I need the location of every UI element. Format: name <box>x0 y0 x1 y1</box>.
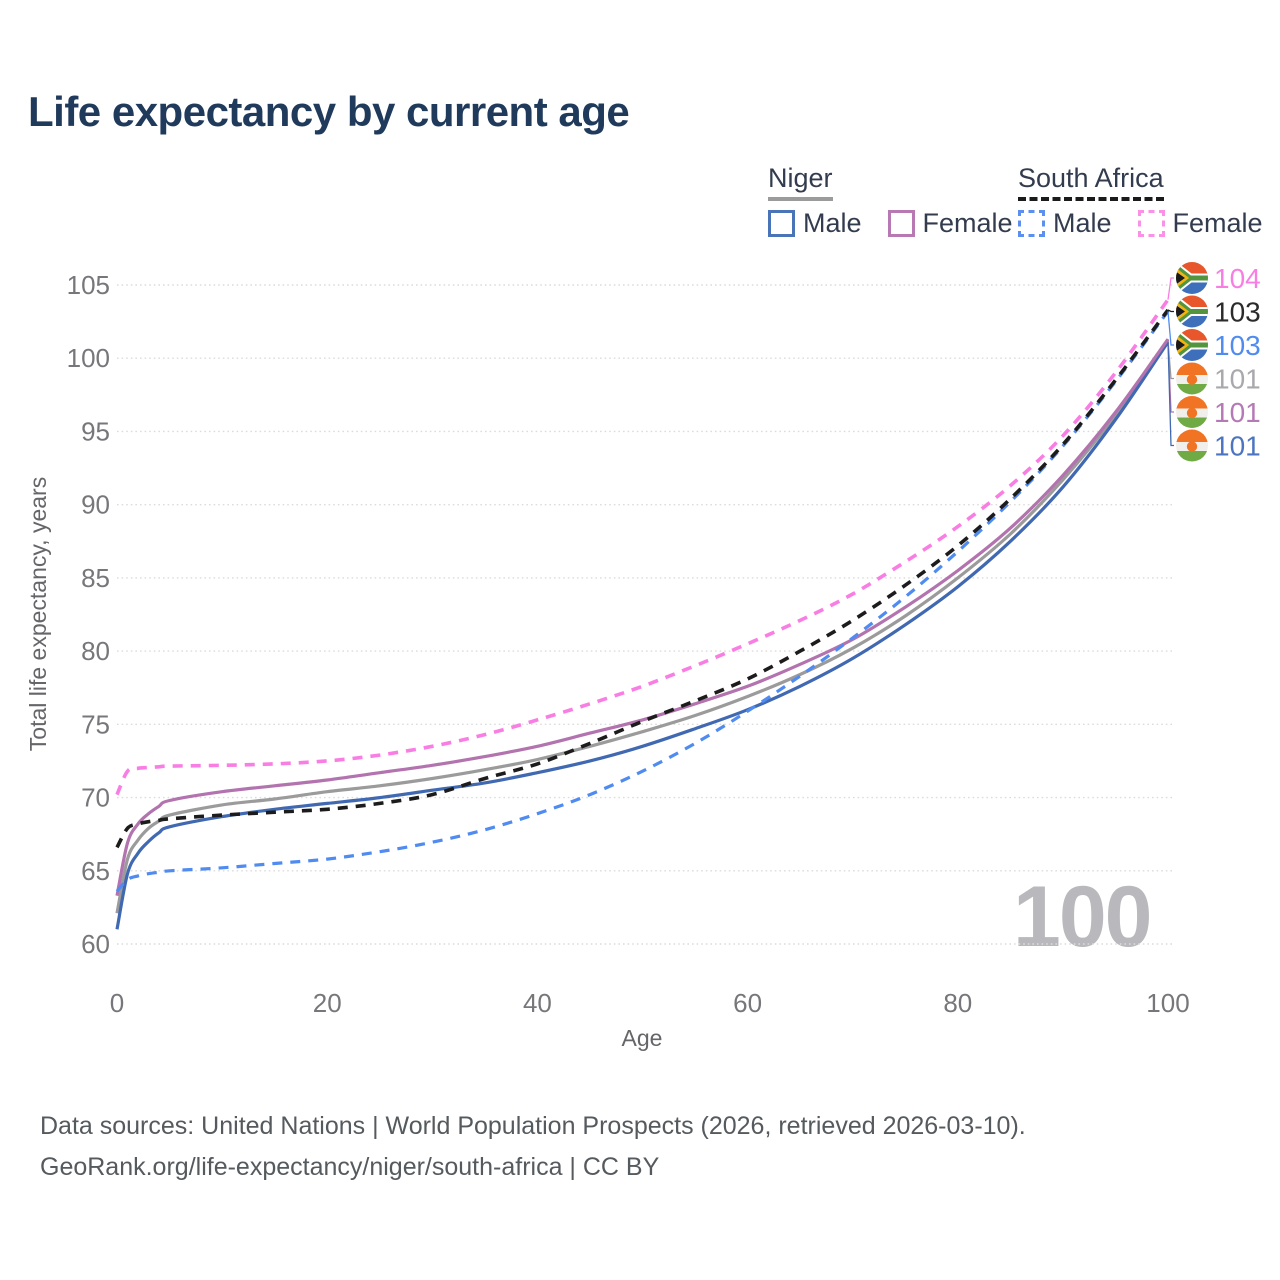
legend-group-niger: Niger Male Female <box>768 163 1013 239</box>
y-tick-label: 70 <box>81 783 110 813</box>
end-label-leader-line <box>1167 309 1174 313</box>
end-label-south-africa-male: 103 <box>1167 311 1261 361</box>
end-label-leader-line <box>1167 342 1174 447</box>
end-label-value: 101 <box>1214 364 1261 395</box>
footer-data-sources: Data sources: United Nations | World Pop… <box>40 1112 1026 1140</box>
legend-item-south-africa-female[interactable]: Female <box>1137 208 1263 239</box>
series-line-south-africa-female <box>115 298 1170 796</box>
y-axis-title: Total life expectancy, years <box>25 477 51 751</box>
y-tick-label: 100 <box>67 343 110 373</box>
south-africa-flag-icon <box>1176 295 1208 328</box>
x-axis-title: Age <box>622 1025 663 1051</box>
niger-female-swatch-icon <box>887 210 915 237</box>
south-africa-flag-icon <box>1176 262 1208 294</box>
end-label-value: 103 <box>1214 297 1261 328</box>
plot-area[interactable] <box>117 270 1168 944</box>
gridlines <box>117 284 1172 945</box>
south-africa-female-swatch-icon <box>1137 210 1165 237</box>
series-lines <box>115 298 1170 930</box>
end-label-value: 101 <box>1214 431 1261 462</box>
series-line-south-africa-male <box>115 310 1170 893</box>
end-label-value: 104 <box>1214 263 1261 294</box>
x-tick-label: 80 <box>943 988 972 1018</box>
end-label-niger: 101 <box>1167 340 1261 395</box>
x-tick-label: 100 <box>1146 988 1189 1018</box>
x-tick-label: 0 <box>110 988 124 1018</box>
series-line-niger-male <box>115 341 1170 930</box>
legend-items-niger: Male Female <box>768 208 1013 239</box>
legend-item-niger-male[interactable]: Male <box>768 208 862 239</box>
legend-heading-south-africa[interactable]: South Africa <box>1018 163 1164 201</box>
page-title: Life expectancy by current age <box>28 88 630 135</box>
legend-item-niger-female[interactable]: Female <box>887 208 1013 239</box>
x-tick-label: 40 <box>523 988 552 1018</box>
end-label-leader-line <box>1167 311 1174 346</box>
y-tick-label: 90 <box>81 490 110 520</box>
x-tick-label: 20 <box>313 988 342 1018</box>
end-label-value: 101 <box>1214 397 1261 428</box>
niger-male-swatch-icon <box>768 210 795 237</box>
x-tick-label: 60 <box>733 988 762 1018</box>
y-tick-label: 85 <box>81 563 110 593</box>
niger-flag-icon <box>1176 362 1208 395</box>
y-tick-label: 65 <box>81 856 110 886</box>
end-label-value: 103 <box>1214 330 1261 361</box>
legend-item-label: Female <box>922 208 1013 238</box>
hovered-age-watermark: 100 <box>1013 874 1153 960</box>
y-tick-label: 75 <box>81 709 110 739</box>
y-tick-label: 105 <box>67 270 110 300</box>
legend-items-south-africa: Male Female <box>1018 208 1263 239</box>
y-tick-label: 80 <box>81 636 110 666</box>
y-tick-label: 95 <box>81 416 110 446</box>
niger-flag-icon <box>1176 396 1208 428</box>
y-tick-label: 60 <box>81 929 110 959</box>
series-line-niger-female <box>115 338 1170 896</box>
legend-item-label: Female <box>1172 208 1263 238</box>
series-line-south-africa <box>115 308 1170 849</box>
end-label-south-africa: 103 <box>1167 295 1261 328</box>
footer: Data sources: United Nations | World Pop… <box>40 1106 1026 1188</box>
end-label-south-africa-female: 104 <box>1167 262 1261 300</box>
footer-attribution: GeoRank.org/life-expectancy/niger/south-… <box>40 1153 660 1181</box>
niger-flag-icon <box>1176 429 1208 462</box>
south-africa-flag-icon <box>1176 329 1208 361</box>
legend-item-south-africa-male[interactable]: Male <box>1018 208 1112 239</box>
legend-item-label: Male <box>803 208 862 238</box>
legend-heading-niger[interactable]: Niger <box>768 163 833 201</box>
legend-group-south-africa: South Africa Male Female <box>1018 163 1263 239</box>
legend-item-label: Male <box>1053 208 1112 238</box>
end-label-leader-line <box>1167 277 1174 300</box>
south-africa-male-swatch-icon <box>1018 210 1045 237</box>
end-label-niger-male: 101 <box>1167 342 1261 462</box>
axis-tick-labels: 60 65 70 75 80 85 90 95 100 105 0 20 40 60 80 100 <box>67 270 1190 1018</box>
